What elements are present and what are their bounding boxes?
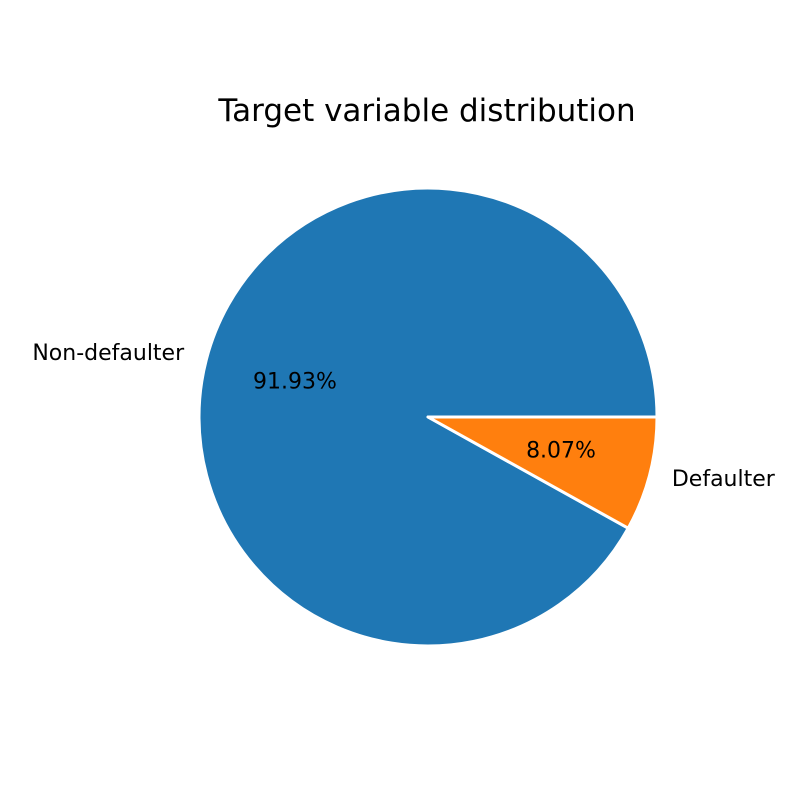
- percent-label-defaulter: 8.07%: [526, 438, 596, 463]
- chart-title: Target variable distribution: [217, 93, 635, 129]
- pie-slice-defaulter: [426, 415, 659, 530]
- slice-label-non-defaulter: Non-defaulter: [32, 341, 185, 366]
- slice-label-defaulter: Defaulter: [672, 467, 776, 492]
- pie-slices: [197, 186, 659, 648]
- pie-labels: Non-defaulter 91.93% Defaulter 8.07%: [32, 341, 775, 492]
- percent-label-non-defaulter: 91.93%: [253, 370, 337, 395]
